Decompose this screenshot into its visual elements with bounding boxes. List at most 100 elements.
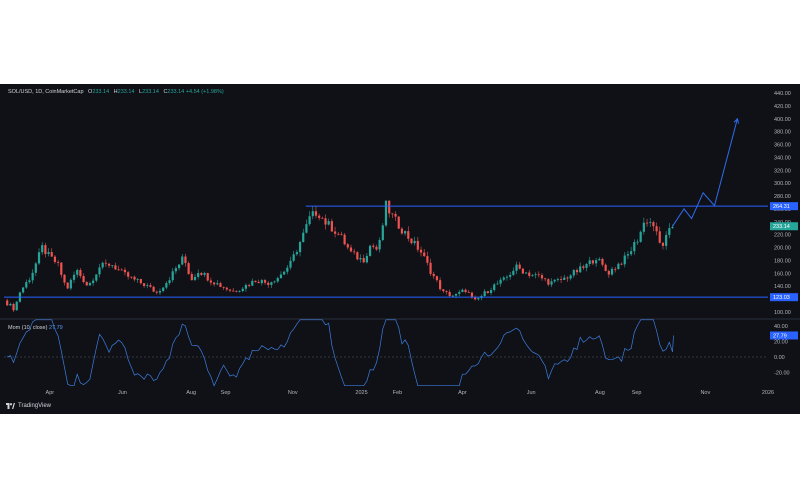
candle-down: [149, 285, 152, 287]
candle-down: [388, 200, 391, 214]
candle-down: [321, 217, 324, 219]
candle-down: [547, 279, 550, 285]
candle-up: [461, 289, 464, 293]
candle-up: [630, 251, 633, 255]
candle-down: [142, 283, 146, 286]
close-value: 233.14: [167, 89, 185, 95]
candle-down: [200, 273, 203, 275]
candle-up: [101, 262, 104, 268]
candle-up: [193, 276, 197, 281]
candle-up: [499, 279, 502, 284]
candle-down: [57, 261, 60, 263]
low-label: L: [139, 89, 143, 95]
price-axis-tick-label: 100.00: [774, 310, 791, 316]
momentum-value: 27.79: [48, 325, 63, 331]
price-axis-tick-label: 320.00: [774, 168, 791, 174]
momentum-axis-tick-label: 40.00: [774, 324, 788, 330]
change-value: +4.54 (+1.98%): [185, 89, 224, 95]
price-axis-tick-label: 300.00: [774, 181, 791, 187]
candle-down: [127, 272, 130, 277]
candle-up: [665, 234, 668, 246]
chart-frame: 440.00 420.00 400.00 380.00 360.00 340.00 320.…: [0, 84, 800, 414]
candle-up: [69, 279, 72, 289]
candle-up: [595, 260, 598, 264]
level-price-tag: [770, 293, 798, 302]
price-axis-tick-label: 280.00: [774, 194, 791, 200]
candle-up: [289, 260, 292, 268]
price-axis-tick-label: 140.00: [774, 284, 791, 290]
price-axis-tick-label: 360.00: [774, 143, 791, 149]
candle-down: [604, 264, 607, 271]
candle-down: [130, 276, 133, 278]
candle-down: [66, 282, 69, 289]
chart-canvas[interactable]: 440.00 420.00 400.00 380.00 360.00 340.00 320.…: [0, 84, 800, 414]
candle-down: [63, 274, 66, 283]
candle-down: [117, 269, 120, 271]
candle-up: [311, 211, 314, 217]
candle-up: [636, 241, 639, 243]
candle-down: [655, 226, 658, 232]
candle-down: [439, 280, 442, 290]
candle-up: [359, 258, 362, 260]
candle-up: [181, 256, 184, 265]
price-axis-tick-label: 440.00: [774, 91, 791, 97]
price-axis-tick-label: 160.00: [774, 271, 791, 277]
momentum-label: Mom (10, close): [8, 325, 48, 331]
candle-up: [298, 241, 302, 253]
candle-down: [423, 252, 426, 257]
candle-up: [512, 270, 515, 275]
candle-up: [174, 268, 177, 272]
candle-up: [31, 272, 34, 281]
candle-up: [25, 282, 28, 288]
candle-down: [540, 275, 544, 279]
candle-down: [601, 258, 604, 265]
candle-up: [273, 281, 276, 283]
candle-up: [203, 273, 206, 275]
candle-up: [458, 292, 461, 294]
candle-up: [563, 277, 566, 280]
candle-down: [60, 262, 63, 275]
candle-up: [515, 264, 518, 271]
candle-down: [340, 234, 343, 235]
momentum-value-tag-label: 27.79: [773, 333, 787, 339]
candle-down: [620, 263, 623, 265]
candles-group: [6, 200, 674, 313]
price-axis-tick-label: 400.00: [774, 117, 791, 123]
candle-down: [232, 290, 235, 292]
candle-up: [197, 273, 200, 277]
last-price-label: 233.14: [773, 224, 790, 230]
candle-down: [429, 262, 432, 274]
candle-down: [528, 272, 531, 276]
momentum-header: Mom (10, close) 27.79: [8, 325, 63, 331]
high-value: 233.14: [117, 89, 135, 95]
candle-down: [50, 252, 53, 257]
time-axis-tick-label: Jun: [527, 390, 536, 396]
candle-down: [12, 303, 15, 311]
candle-down: [432, 273, 435, 277]
candle-up: [162, 287, 165, 291]
candle-down: [85, 282, 88, 286]
candle-down: [257, 281, 260, 284]
tradingview-logo[interactable]: TradingView: [6, 403, 51, 409]
candle-up: [295, 252, 298, 255]
momentum-axis-tick-label: -20.00: [774, 371, 790, 377]
time-axis-tick-label: Sep: [221, 390, 231, 396]
candle-down: [155, 291, 158, 293]
candle-down: [343, 234, 346, 245]
candle-up: [633, 242, 636, 252]
candle-up: [585, 263, 588, 268]
candle-up: [381, 225, 384, 240]
candle-up: [553, 279, 556, 282]
candle-up: [171, 271, 174, 281]
candle-down: [222, 286, 225, 288]
candle-down: [190, 273, 193, 281]
candle-up: [489, 290, 493, 294]
candle-down: [104, 262, 107, 264]
candle-up: [286, 267, 289, 272]
candle-up: [671, 227, 674, 229]
candle-down: [228, 289, 232, 291]
candle-down: [120, 269, 123, 271]
candle-up: [413, 240, 416, 244]
level-price-label: 123.03: [773, 295, 790, 301]
candle-up: [496, 283, 499, 285]
